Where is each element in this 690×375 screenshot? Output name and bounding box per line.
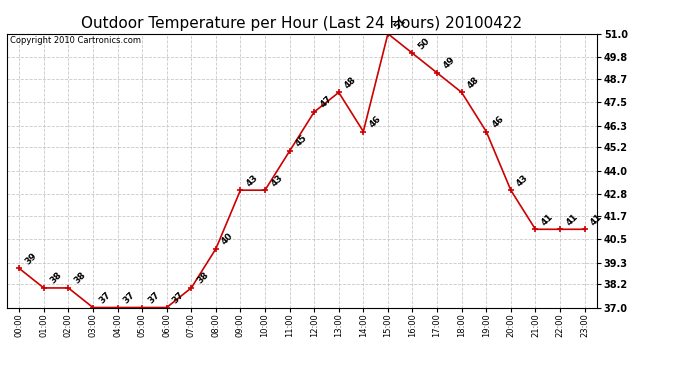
- Text: 38: 38: [72, 271, 88, 286]
- Text: 49: 49: [441, 55, 457, 71]
- Text: 40: 40: [220, 231, 235, 247]
- Text: 47: 47: [318, 94, 334, 110]
- Text: 45: 45: [294, 134, 309, 149]
- Text: 51: 51: [392, 16, 407, 32]
- Text: 48: 48: [466, 75, 481, 90]
- Text: 43: 43: [269, 173, 284, 188]
- Text: 43: 43: [244, 173, 260, 188]
- Title: Outdoor Temperature per Hour (Last 24 Hours) 20100422: Outdoor Temperature per Hour (Last 24 Ho…: [81, 16, 522, 31]
- Text: 50: 50: [417, 36, 432, 51]
- Text: 37: 37: [146, 290, 161, 305]
- Text: 37: 37: [121, 290, 137, 305]
- Text: 38: 38: [48, 271, 63, 286]
- Text: 43: 43: [515, 173, 531, 188]
- Text: 41: 41: [564, 212, 580, 227]
- Text: 38: 38: [195, 271, 210, 286]
- Text: 39: 39: [23, 251, 39, 266]
- Text: 41: 41: [540, 212, 555, 227]
- Text: Copyright 2010 Cartronics.com: Copyright 2010 Cartronics.com: [10, 36, 141, 45]
- Text: 37: 37: [97, 290, 112, 305]
- Text: 46: 46: [368, 114, 383, 129]
- Text: 37: 37: [171, 290, 186, 305]
- Text: 46: 46: [491, 114, 506, 129]
- Text: 48: 48: [343, 75, 358, 90]
- Text: 41: 41: [589, 212, 604, 227]
